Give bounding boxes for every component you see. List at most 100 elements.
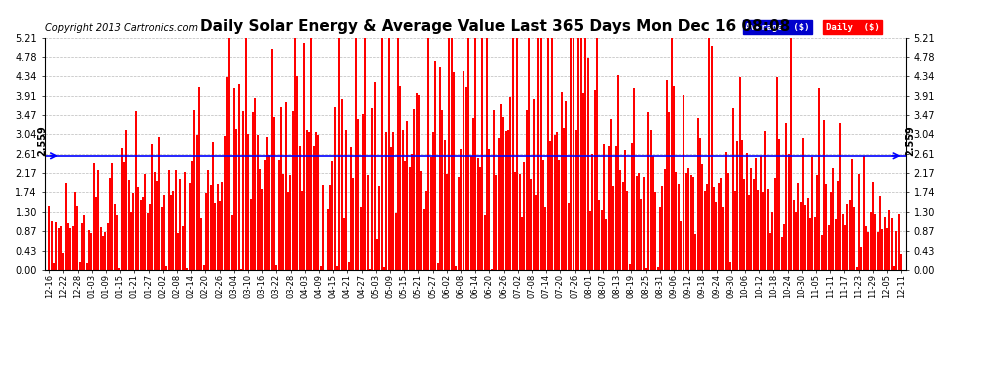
Bar xyxy=(212,141,214,270)
Bar xyxy=(851,159,853,270)
Bar xyxy=(598,200,600,270)
Bar xyxy=(659,207,661,270)
Bar xyxy=(425,191,427,270)
Bar xyxy=(575,130,577,270)
Bar xyxy=(804,204,806,270)
Bar xyxy=(392,132,394,270)
Bar xyxy=(540,38,542,270)
Bar xyxy=(764,131,766,270)
Bar xyxy=(147,213,148,270)
Bar xyxy=(138,187,140,270)
Bar xyxy=(320,266,322,270)
Bar xyxy=(313,146,315,270)
Bar xyxy=(620,170,622,270)
Bar xyxy=(341,99,343,270)
Bar xyxy=(556,132,558,270)
Bar xyxy=(898,214,900,270)
Bar xyxy=(778,140,780,270)
Bar xyxy=(263,160,265,270)
Bar xyxy=(251,112,253,270)
Bar xyxy=(207,170,209,270)
Bar xyxy=(158,137,160,270)
Bar xyxy=(750,168,752,270)
Bar xyxy=(399,86,401,270)
Bar xyxy=(231,214,233,270)
Bar xyxy=(795,212,797,270)
Bar xyxy=(83,215,85,270)
Bar xyxy=(347,262,349,270)
Bar xyxy=(270,48,272,270)
Bar xyxy=(481,29,483,270)
Bar xyxy=(174,170,176,270)
Bar xyxy=(462,71,464,270)
Bar xyxy=(90,233,92,270)
Bar xyxy=(884,217,886,270)
Bar xyxy=(465,87,467,270)
Bar xyxy=(318,135,320,270)
Bar xyxy=(737,141,739,270)
Bar xyxy=(444,140,446,270)
Bar xyxy=(350,147,352,270)
Bar xyxy=(301,191,303,270)
Bar xyxy=(723,207,725,270)
Bar xyxy=(711,46,713,270)
Bar xyxy=(505,131,507,270)
Bar xyxy=(708,29,710,270)
Bar xyxy=(486,29,488,270)
Bar xyxy=(584,29,586,270)
Bar xyxy=(837,181,839,270)
Bar xyxy=(448,29,450,270)
Bar xyxy=(100,227,102,270)
Bar xyxy=(229,29,231,270)
Bar xyxy=(821,235,823,270)
Bar xyxy=(577,29,579,270)
Bar xyxy=(881,230,883,270)
Bar xyxy=(376,239,378,270)
Bar xyxy=(535,195,537,270)
Bar xyxy=(694,234,696,270)
Bar xyxy=(493,110,495,270)
Bar xyxy=(275,265,277,270)
Bar xyxy=(682,95,684,270)
Bar xyxy=(491,269,493,270)
Bar xyxy=(591,154,593,270)
Bar xyxy=(469,156,471,270)
Bar xyxy=(685,173,687,270)
Bar xyxy=(217,184,219,270)
Bar xyxy=(258,169,261,270)
Bar xyxy=(596,29,598,270)
Text: 2.559: 2.559 xyxy=(38,125,48,156)
Bar xyxy=(388,29,390,270)
Bar xyxy=(500,104,502,270)
Bar xyxy=(362,114,364,270)
Bar xyxy=(797,183,799,270)
Bar xyxy=(589,210,591,270)
Bar xyxy=(337,266,339,270)
Text: Daily  ($): Daily ($) xyxy=(826,22,879,32)
Bar xyxy=(862,156,864,270)
Bar xyxy=(245,29,247,270)
Bar xyxy=(605,219,607,270)
Bar xyxy=(730,262,732,270)
Bar xyxy=(816,175,818,270)
Bar xyxy=(652,156,654,270)
Bar xyxy=(268,155,270,270)
Bar xyxy=(641,199,643,270)
Bar xyxy=(354,29,356,270)
Bar xyxy=(369,269,371,270)
Bar xyxy=(78,262,80,270)
Bar xyxy=(196,135,198,270)
Bar xyxy=(689,175,692,270)
Bar xyxy=(285,102,287,270)
Bar xyxy=(81,223,83,270)
Bar xyxy=(886,228,888,270)
Bar xyxy=(713,187,715,270)
Bar xyxy=(848,200,850,270)
Bar xyxy=(509,97,511,270)
Bar xyxy=(416,93,418,270)
Bar xyxy=(406,121,408,270)
Bar xyxy=(135,111,137,270)
Bar xyxy=(62,253,64,270)
Bar xyxy=(888,210,890,270)
Bar xyxy=(647,112,649,270)
